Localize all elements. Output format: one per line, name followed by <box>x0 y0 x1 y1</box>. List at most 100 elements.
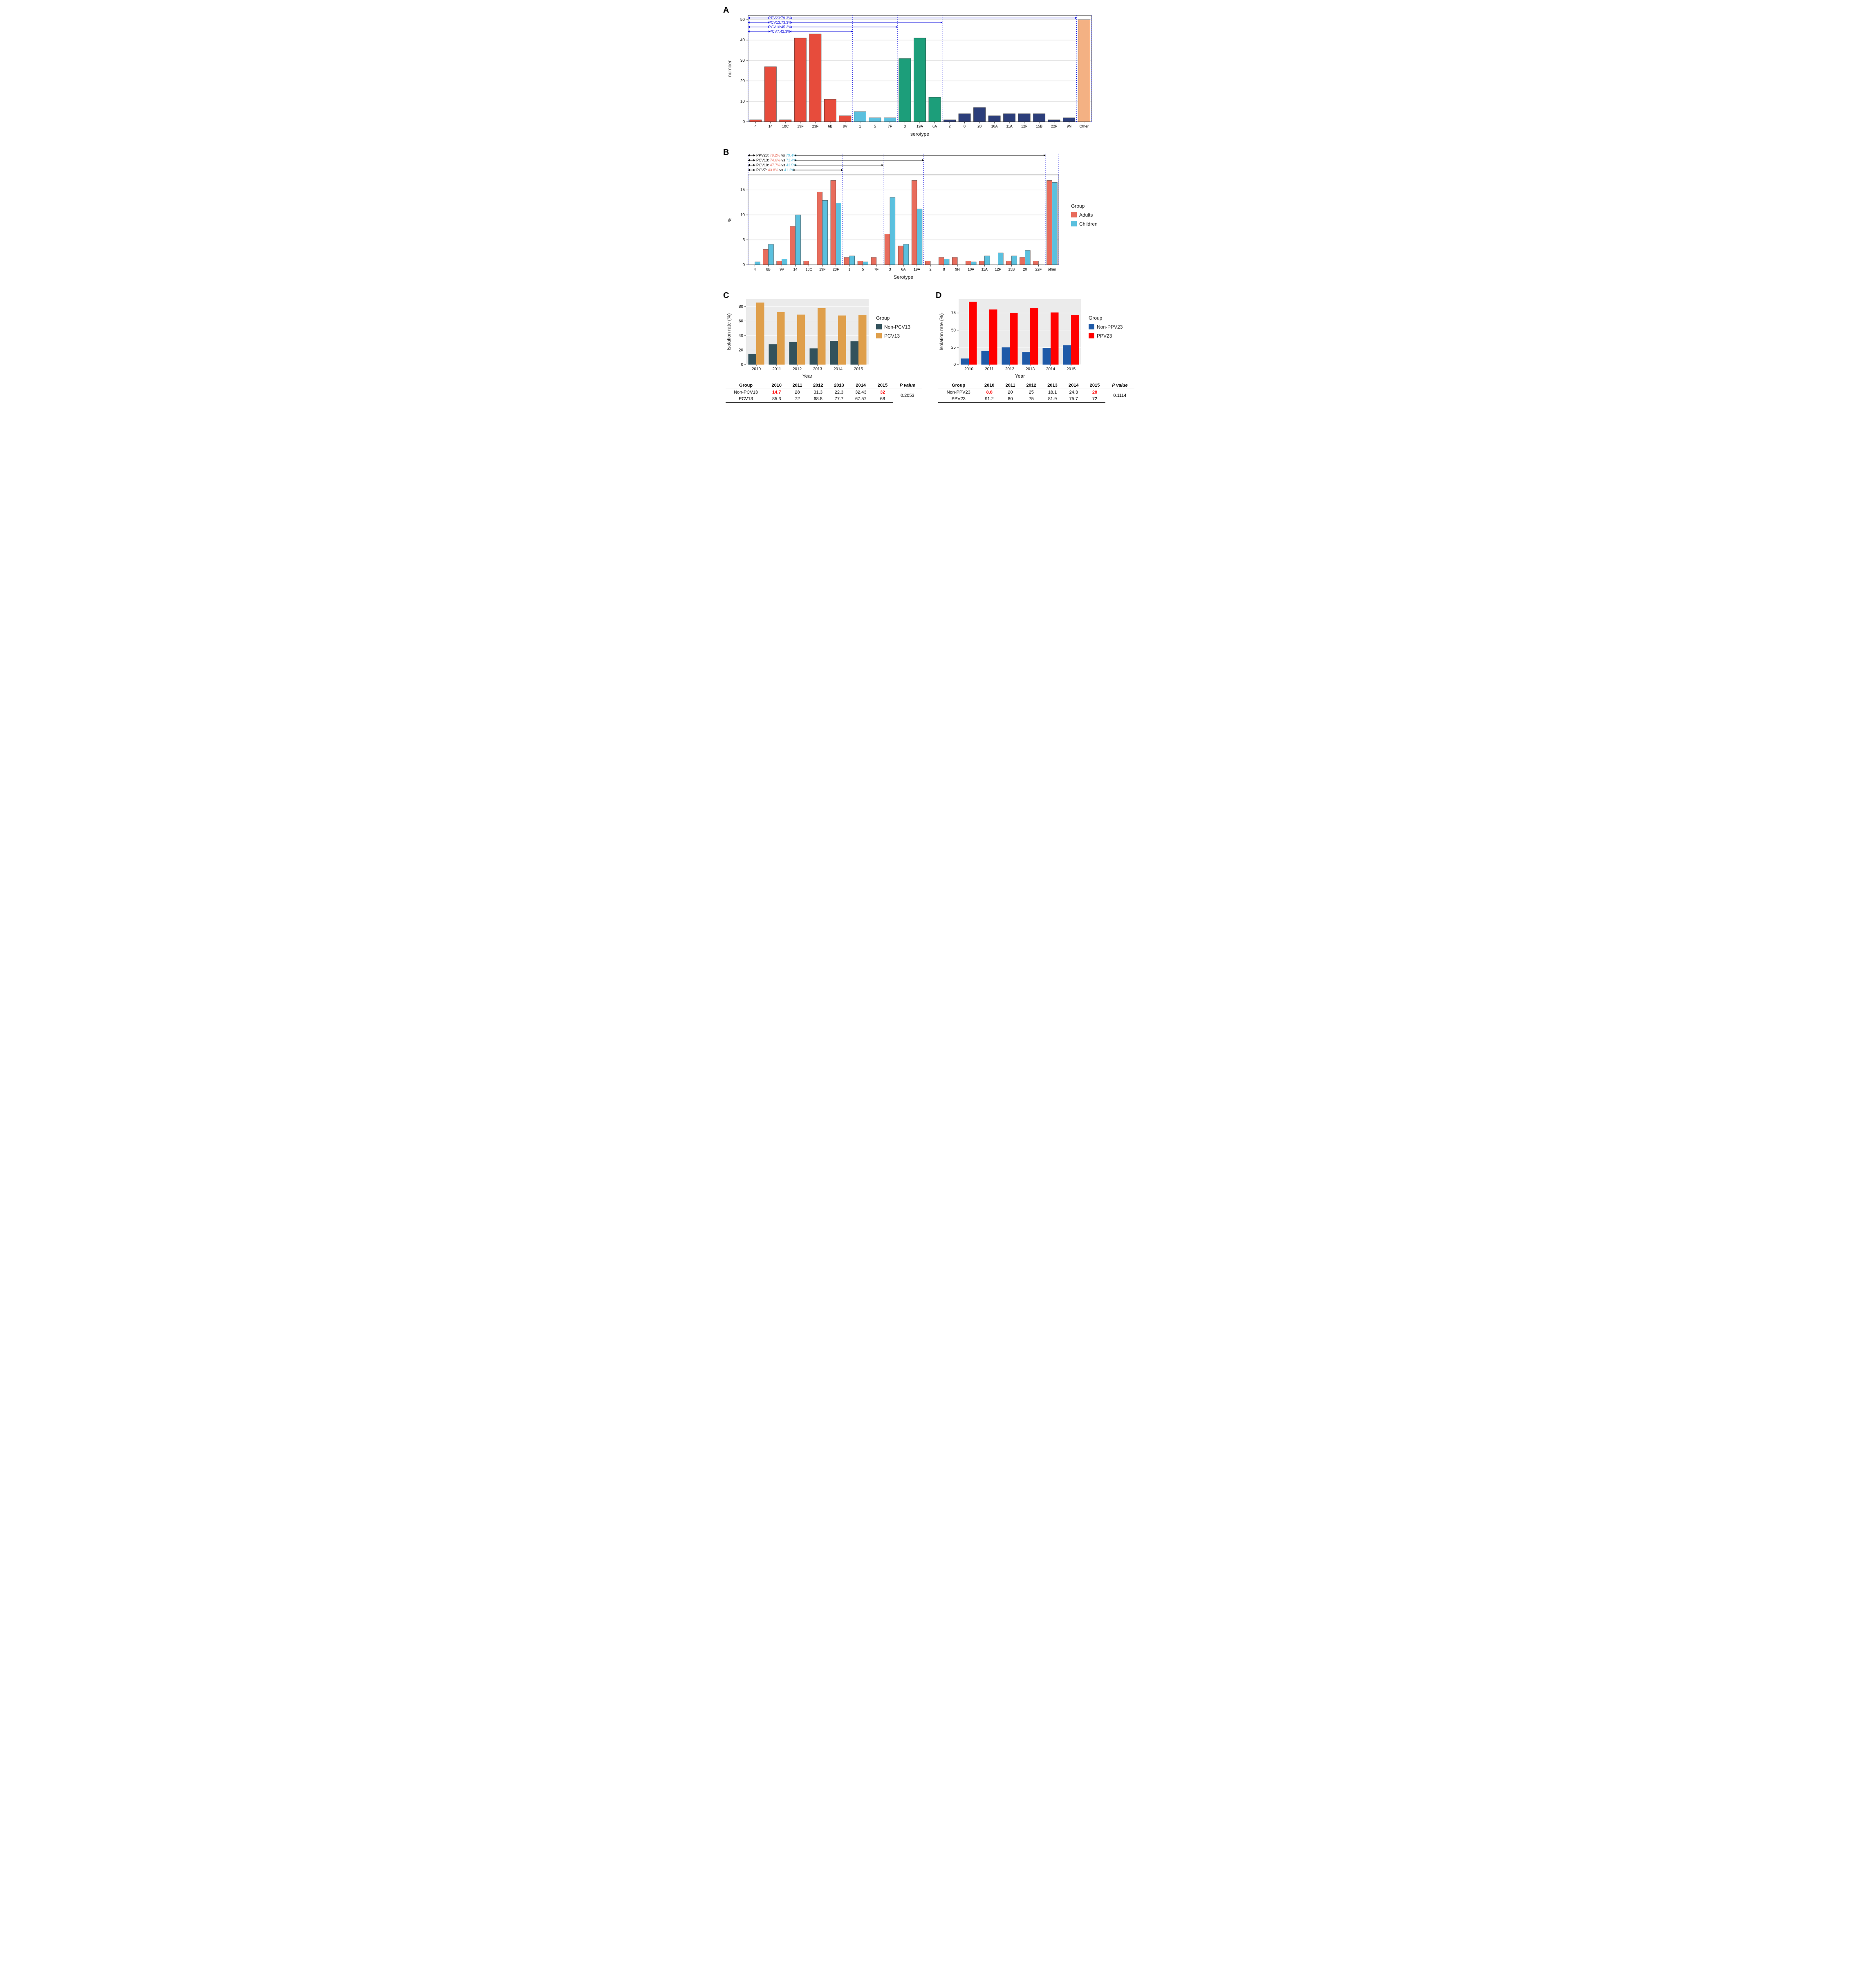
svg-text:2012: 2012 <box>793 367 802 372</box>
bar <box>844 257 849 265</box>
cell: Non-PCV13 <box>726 389 766 396</box>
cell: 85.3 <box>766 396 787 403</box>
svg-text:50: 50 <box>951 328 956 333</box>
bar <box>989 309 997 365</box>
panel-c: C 020406080201020112012201320142015Isola… <box>726 293 922 403</box>
svg-text:Group: Group <box>1071 203 1085 209</box>
svg-text:PCV10: 47.7% vs 43.5%: PCV10: 47.7% vs 43.5% <box>756 163 797 167</box>
svg-text:Non-PPV23: Non-PPV23 <box>1097 324 1123 330</box>
svg-text:0: 0 <box>742 263 745 267</box>
svg-text:2: 2 <box>930 267 932 271</box>
panel-c-chart: 020406080201020112012201320142015Isolati… <box>726 293 922 379</box>
panel-c-table: Group201020112012201320142015P valueNon-… <box>726 382 922 403</box>
svg-text:9V: 9V <box>843 124 847 128</box>
svg-text:6A: 6A <box>932 124 937 128</box>
bar <box>769 244 774 265</box>
cell: 0.1114 <box>1105 389 1134 403</box>
panel-a-label: A <box>723 6 729 15</box>
cell: 28 <box>787 389 807 396</box>
svg-text:PPV23: PPV23 <box>1097 333 1112 339</box>
svg-text:PCV13:73.3%: PCV13:73.3% <box>769 20 792 25</box>
bar <box>1002 347 1010 365</box>
cell: 72 <box>787 396 807 403</box>
bar <box>959 114 970 122</box>
svg-text:2010: 2010 <box>964 367 974 372</box>
bar <box>1006 261 1011 265</box>
svg-text:Non-PCV13: Non-PCV13 <box>884 324 910 330</box>
bar <box>1047 180 1052 265</box>
bar <box>764 67 776 122</box>
svg-text:40: 40 <box>740 38 745 43</box>
bar <box>984 256 990 265</box>
legend: Group Non-PPV23 PPV23 <box>1089 315 1123 339</box>
bar <box>1043 348 1051 365</box>
svg-text:PCV10:45.3%: PCV10:45.3% <box>769 25 792 29</box>
svg-text:15: 15 <box>740 188 745 193</box>
svg-text:%: % <box>727 217 733 222</box>
svg-text:4: 4 <box>755 124 757 128</box>
svg-text:14: 14 <box>793 267 798 271</box>
svg-text:11A: 11A <box>982 267 988 271</box>
bar <box>998 253 1003 265</box>
bar <box>1063 118 1075 122</box>
bar <box>1048 120 1060 122</box>
col-header: 2013 <box>829 382 849 389</box>
svg-text:PCV13: 74.6% vs 72.4%: PCV13: 74.6% vs 72.4% <box>756 158 797 162</box>
svg-text:20: 20 <box>739 348 744 352</box>
svg-text:Year: Year <box>1015 373 1025 379</box>
bar <box>890 197 895 265</box>
col-header: 2014 <box>1063 382 1084 389</box>
panel-d-chart: 0255075201020112012201320142015Isolation… <box>938 293 1134 379</box>
svg-text:40: 40 <box>739 334 744 338</box>
svg-text:1: 1 <box>848 267 850 271</box>
bar <box>952 257 957 265</box>
svg-text:Group: Group <box>1089 315 1103 321</box>
svg-text:9N: 9N <box>955 267 960 271</box>
svg-text:12F: 12F <box>1021 124 1028 128</box>
cell: 67.57 <box>849 396 872 403</box>
svg-text:2014: 2014 <box>834 367 843 372</box>
svg-text:25: 25 <box>951 345 956 350</box>
bar <box>810 348 818 365</box>
col-header: 2012 <box>808 382 829 389</box>
legend: GroupAdultsChildren <box>1071 203 1098 227</box>
bar <box>885 234 890 265</box>
bar <box>777 261 782 265</box>
col-header: 2015 <box>872 382 893 389</box>
cell: 0.2053 <box>893 389 922 403</box>
bar <box>988 116 1000 122</box>
bar <box>797 315 805 365</box>
svg-text:8: 8 <box>964 124 966 128</box>
bar <box>824 99 836 122</box>
bar <box>796 215 801 265</box>
bar <box>884 118 896 122</box>
bar <box>750 120 762 122</box>
bar <box>858 315 867 365</box>
cell: 24.3 <box>1063 389 1084 396</box>
bar <box>782 259 787 265</box>
svg-text:20: 20 <box>1023 267 1027 271</box>
bar <box>1011 256 1017 265</box>
bar <box>755 262 760 265</box>
bar <box>898 246 903 265</box>
bar <box>973 107 985 122</box>
bar <box>869 118 881 122</box>
svg-text:Serotype: Serotype <box>894 274 913 280</box>
panel-b-chart: 05101546B9V1418C19F23F157F36A19A289N10A1… <box>726 150 1116 281</box>
bar <box>1078 20 1090 122</box>
bar <box>763 249 769 265</box>
cell: 20 <box>1000 389 1021 396</box>
bar <box>982 351 990 365</box>
svg-text:20: 20 <box>977 124 982 128</box>
cell: 31.3 <box>808 389 829 396</box>
bar <box>1010 313 1018 365</box>
svg-text:Other: Other <box>1079 124 1089 128</box>
col-header: 2015 <box>1084 382 1105 389</box>
bar <box>914 38 926 122</box>
bar <box>1004 114 1015 122</box>
bar <box>836 203 841 265</box>
svg-text:10: 10 <box>740 99 745 104</box>
bar <box>818 308 826 365</box>
svg-text:2012: 2012 <box>1005 367 1015 372</box>
svg-text:Isolation rate (%): Isolation rate (%) <box>939 313 944 351</box>
